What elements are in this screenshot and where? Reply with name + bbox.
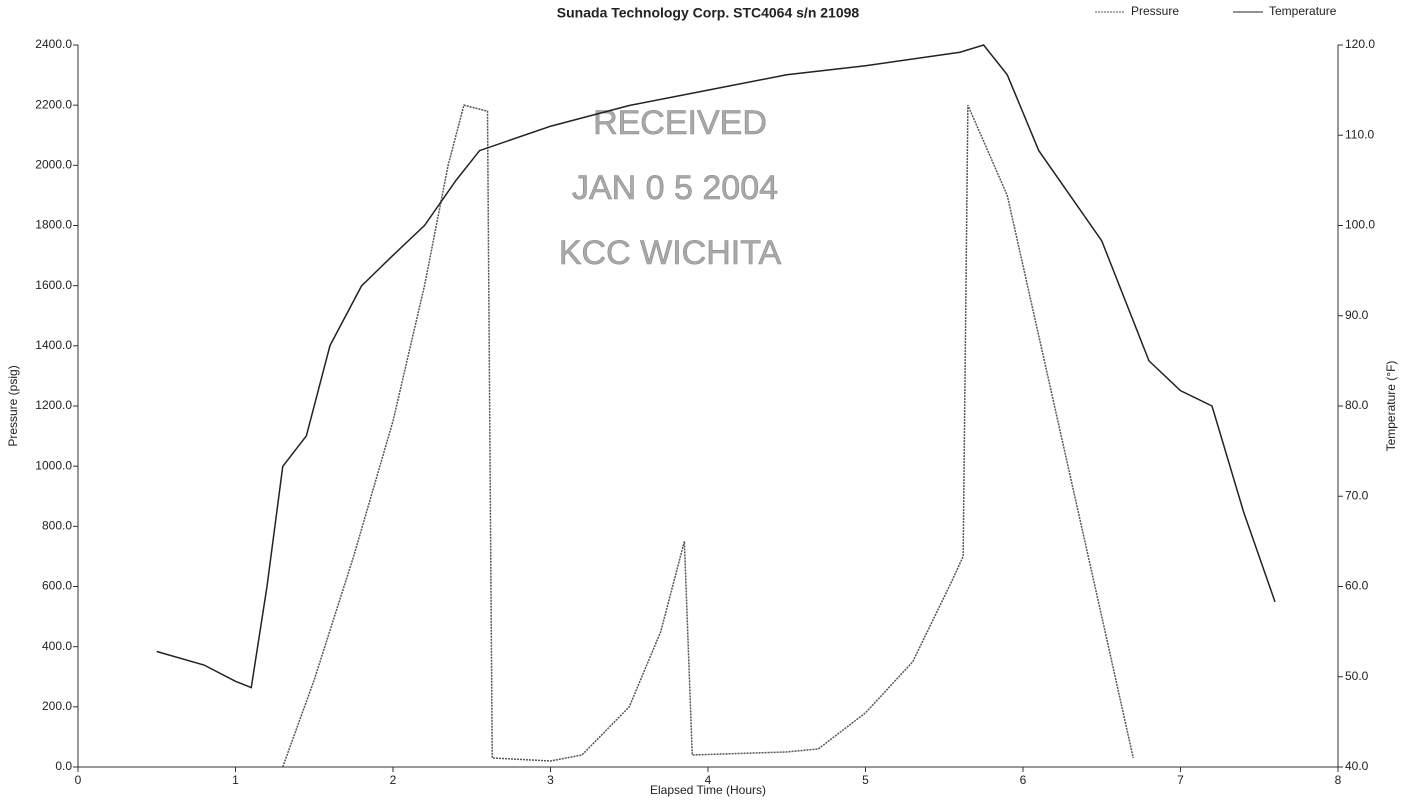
- y2-tick-label: 70.0: [1345, 488, 1369, 502]
- y-axis-label: Pressure (psig): [6, 365, 20, 446]
- y2-tick-label: 120.0: [1345, 37, 1375, 51]
- y-tick-label: 1000.0: [35, 458, 72, 472]
- x-tick-label: 3: [547, 773, 554, 787]
- chart-title: Sunada Technology Corp. STC4064 s/n 2109…: [557, 5, 860, 21]
- stamp-text: RECEIVED: [593, 104, 767, 142]
- y2-tick-label: 100.0: [1345, 218, 1375, 232]
- y-tick-label: 800.0: [42, 519, 72, 533]
- x-axis-label: Elapsed Time (Hours): [650, 783, 766, 797]
- x-tick-label: 2: [390, 773, 397, 787]
- y2-tick-label: 80.0: [1345, 398, 1369, 412]
- x-tick-label: 4: [705, 773, 712, 787]
- y2-axis-label: Temperature (°F): [1384, 361, 1398, 452]
- y2-tick-label: 110.0: [1345, 127, 1374, 141]
- y-tick-label: 0.0: [55, 759, 72, 773]
- y-tick-label: 2400.0: [35, 37, 72, 51]
- legend-label: Temperature: [1269, 4, 1337, 18]
- y-tick-label: 2000.0: [35, 158, 72, 172]
- y-tick-label: 2200.0: [35, 97, 72, 111]
- x-tick-label: 5: [862, 773, 869, 787]
- y-tick-label: 1400.0: [35, 338, 72, 352]
- y-tick-label: 600.0: [42, 579, 72, 593]
- y-tick-label: 1800.0: [35, 218, 72, 232]
- stamp-text: JAN 0 5 2004: [572, 169, 778, 207]
- x-tick-label: 1: [232, 773, 239, 787]
- data-line: [156, 44, 1276, 689]
- y-tick-label: 200.0: [42, 699, 72, 713]
- x-tick-label: 6: [1020, 773, 1027, 787]
- legend-label: Pressure: [1131, 4, 1179, 18]
- data-line: [282, 104, 1134, 768]
- y2-tick-label: 40.0: [1345, 759, 1369, 773]
- stamp-text: KCC WICHITA: [559, 234, 782, 272]
- y2-tick-label: 60.0: [1345, 579, 1369, 593]
- y2-tick-label: 90.0: [1345, 308, 1369, 322]
- x-tick-label: 0: [75, 773, 82, 787]
- y-tick-label: 1200.0: [35, 398, 72, 412]
- y2-tick-label: 50.0: [1345, 669, 1369, 683]
- y-tick-label: 400.0: [42, 639, 72, 653]
- y-tick-label: 1600.0: [35, 278, 72, 292]
- x-tick-label: 8: [1335, 773, 1342, 787]
- x-tick-label: 7: [1177, 773, 1184, 787]
